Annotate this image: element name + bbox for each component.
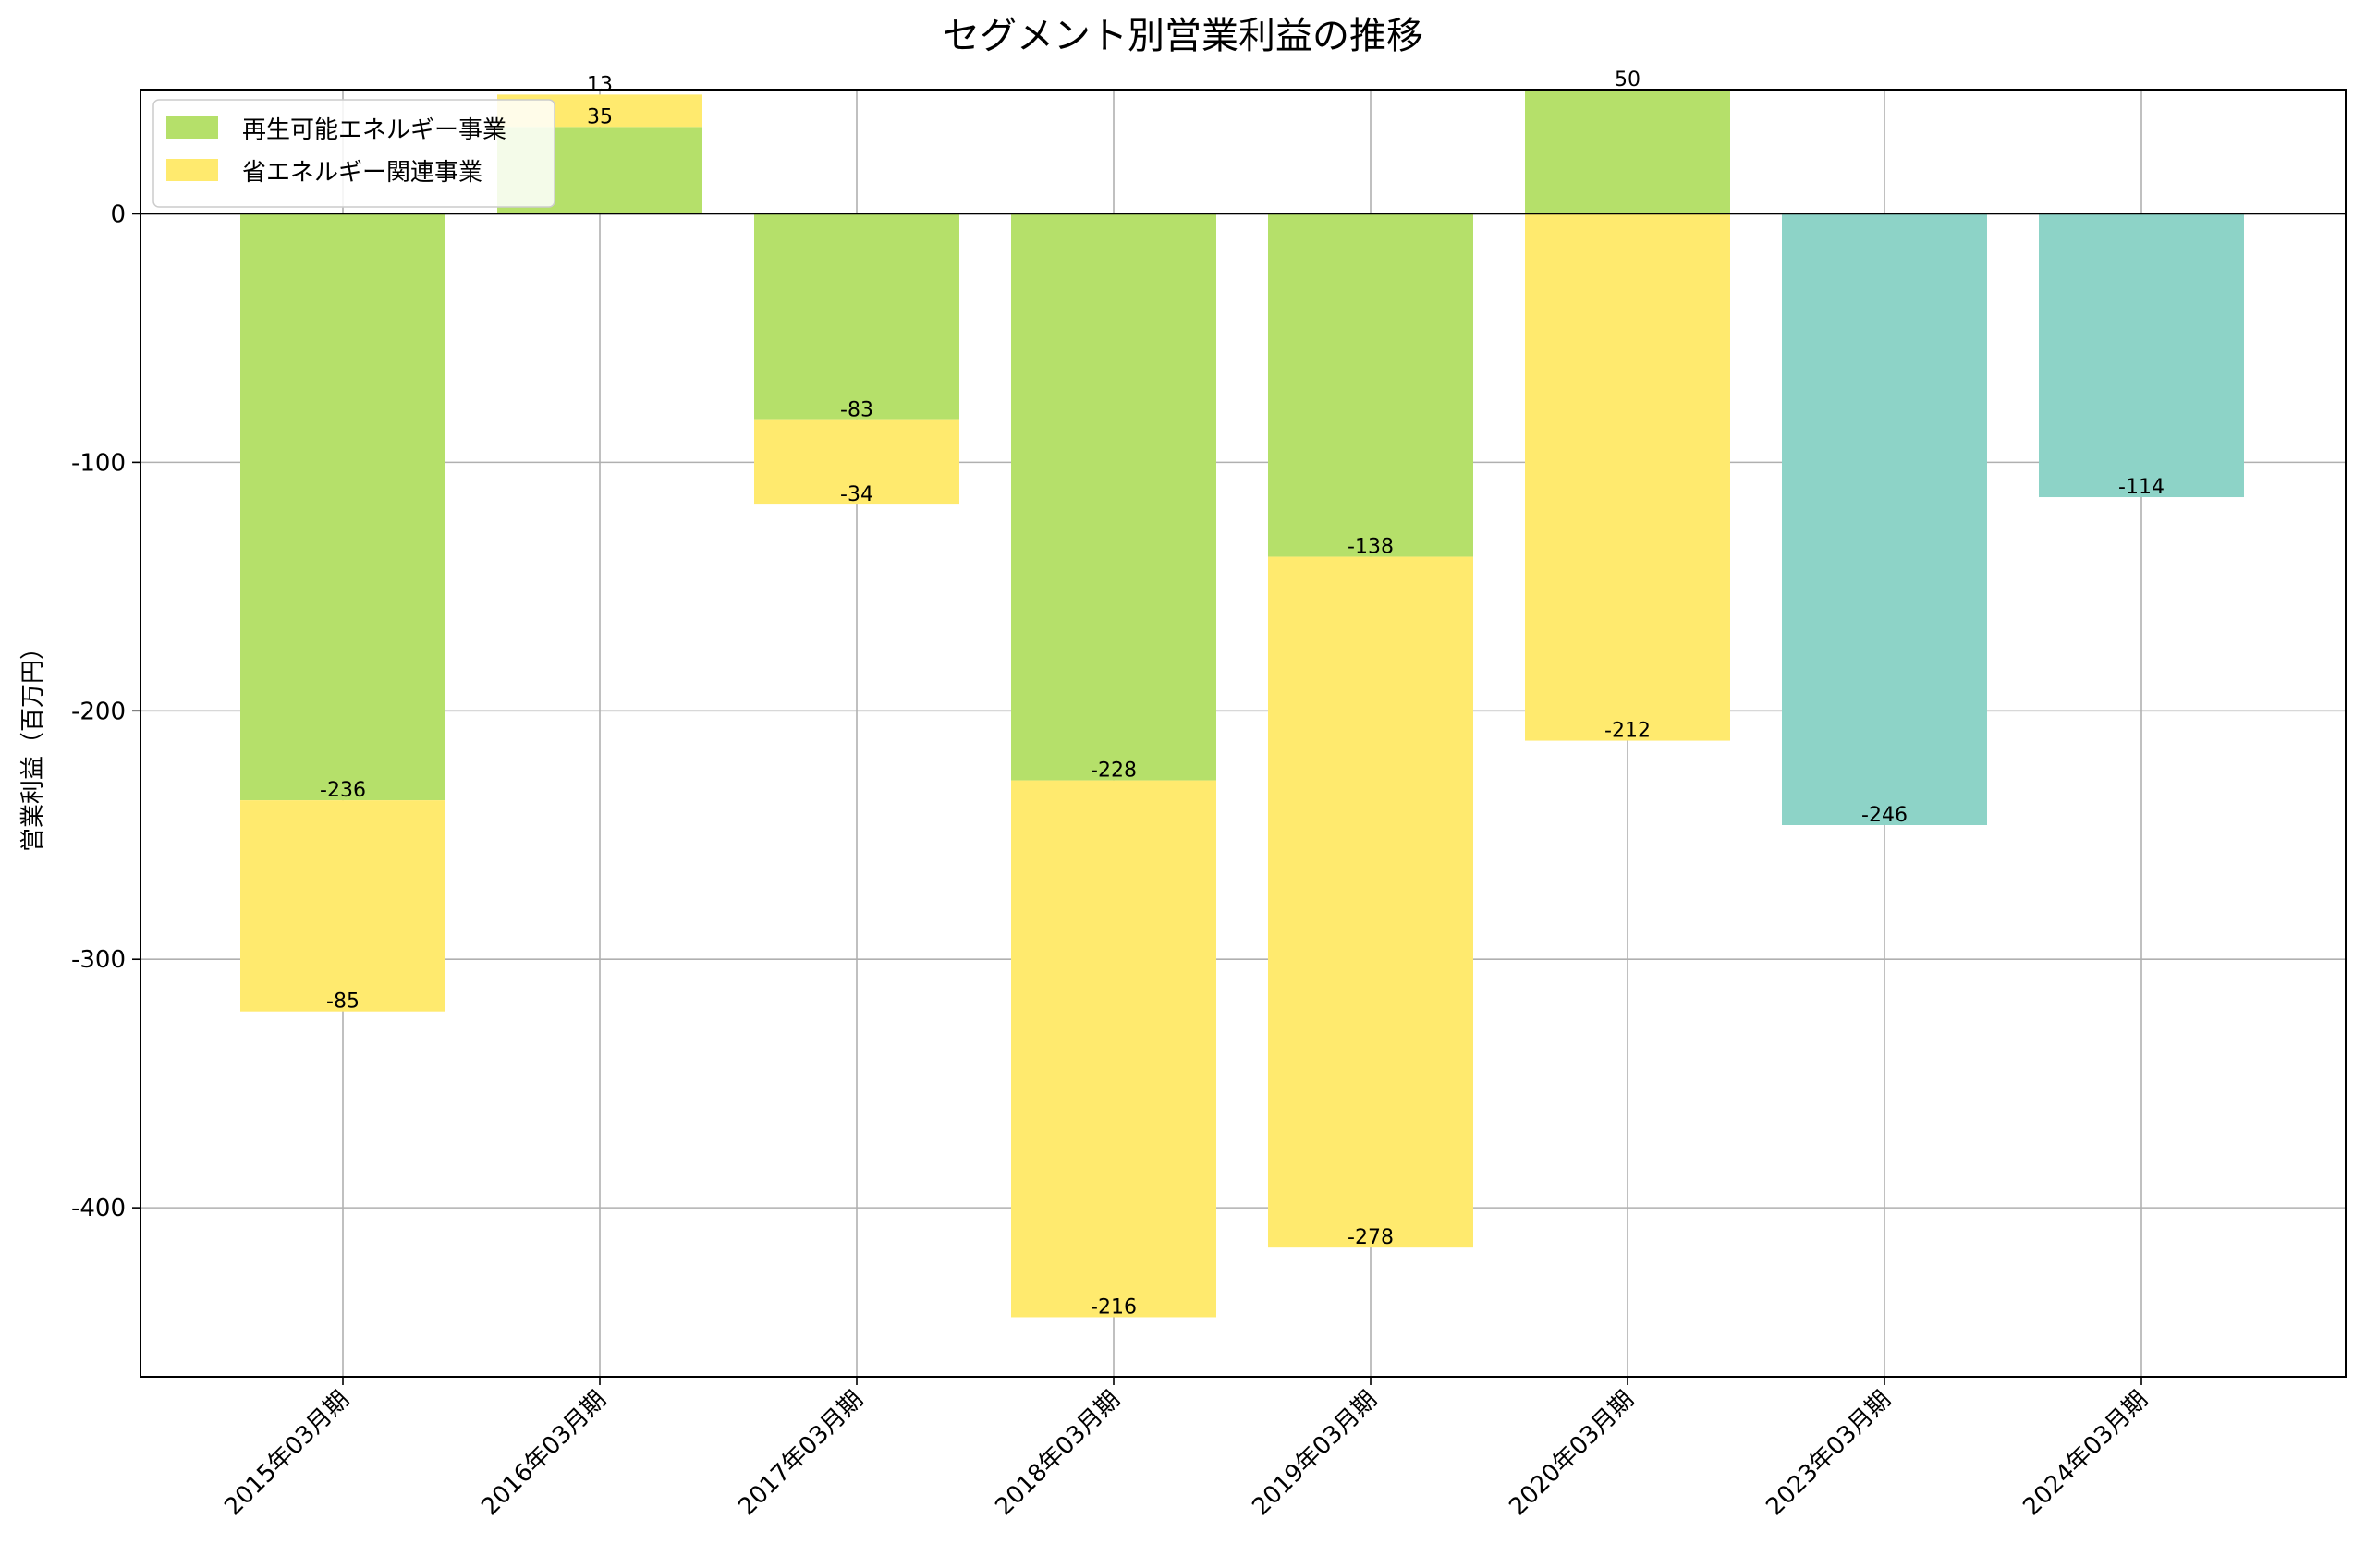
bar (754, 419, 959, 505)
legend-box (152, 99, 555, 208)
bar (754, 213, 959, 420)
x-tick-label: 2020年03月期 (1504, 1386, 1640, 1522)
bar (1525, 90, 1730, 214)
y-tick-label: -400 (71, 1195, 126, 1222)
data-label: 35 (587, 105, 613, 128)
data-label: -83 (840, 399, 873, 422)
data-labels: -236 35 -83 -228 -138 50 -85 13 -34 -216 -278 -212 -… (320, 68, 2165, 1319)
data-label: 50 (1615, 68, 1640, 91)
chart-title: セグメント別営業利益の推移 (943, 15, 1423, 57)
data-label: -278 (1348, 1226, 1394, 1249)
data-label: -138 (1348, 536, 1394, 559)
data-label: -212 (1604, 720, 1651, 743)
x-tick-label: 2016年03月期 (476, 1386, 612, 1522)
data-label: -85 (326, 991, 360, 1014)
bar (1268, 213, 1473, 557)
y-axis-label: 営業利益（百万円） (19, 636, 47, 852)
bar (1011, 780, 1216, 1318)
legend-swatch (166, 159, 218, 181)
bar (1525, 213, 1730, 741)
bar (1268, 556, 1473, 1248)
bar (240, 800, 445, 1012)
bar (2039, 213, 2244, 498)
bars (240, 90, 2244, 1318)
x-tick-label: 2017年03月期 (733, 1386, 869, 1522)
y-tick-label: -100 (71, 449, 126, 477)
bar (1782, 213, 1987, 825)
y-tick-label: 0 (110, 201, 126, 228)
x-tick-label: 2018年03月期 (990, 1386, 1126, 1522)
data-label: -34 (840, 483, 873, 506)
data-label: -236 (320, 779, 366, 802)
legend-label: 再生可能エネルギー事業 (242, 116, 506, 144)
plot-frame (140, 89, 2347, 1378)
x-tick-label: 2019年03月期 (1247, 1386, 1383, 1522)
x-tick-label: 2024年03月期 (2018, 1386, 2153, 1522)
data-label: -216 (1091, 1295, 1137, 1319)
y-tick-label: -200 (71, 698, 126, 725)
data-label: -228 (1091, 760, 1137, 783)
data-label: -246 (1861, 804, 1908, 827)
bar (1011, 213, 1216, 781)
y-tick-label: -300 (71, 946, 126, 974)
legend-swatch (166, 116, 218, 139)
bar (240, 213, 445, 801)
data-label: -114 (2118, 476, 2165, 499)
grid (140, 90, 2346, 1377)
x-tick-label: 2015年03月期 (219, 1386, 355, 1522)
data-label: 13 (587, 73, 613, 96)
legend-label: 省エネルギー関連事業 (242, 159, 482, 187)
x-tick-label: 2023年03月期 (1761, 1386, 1896, 1522)
